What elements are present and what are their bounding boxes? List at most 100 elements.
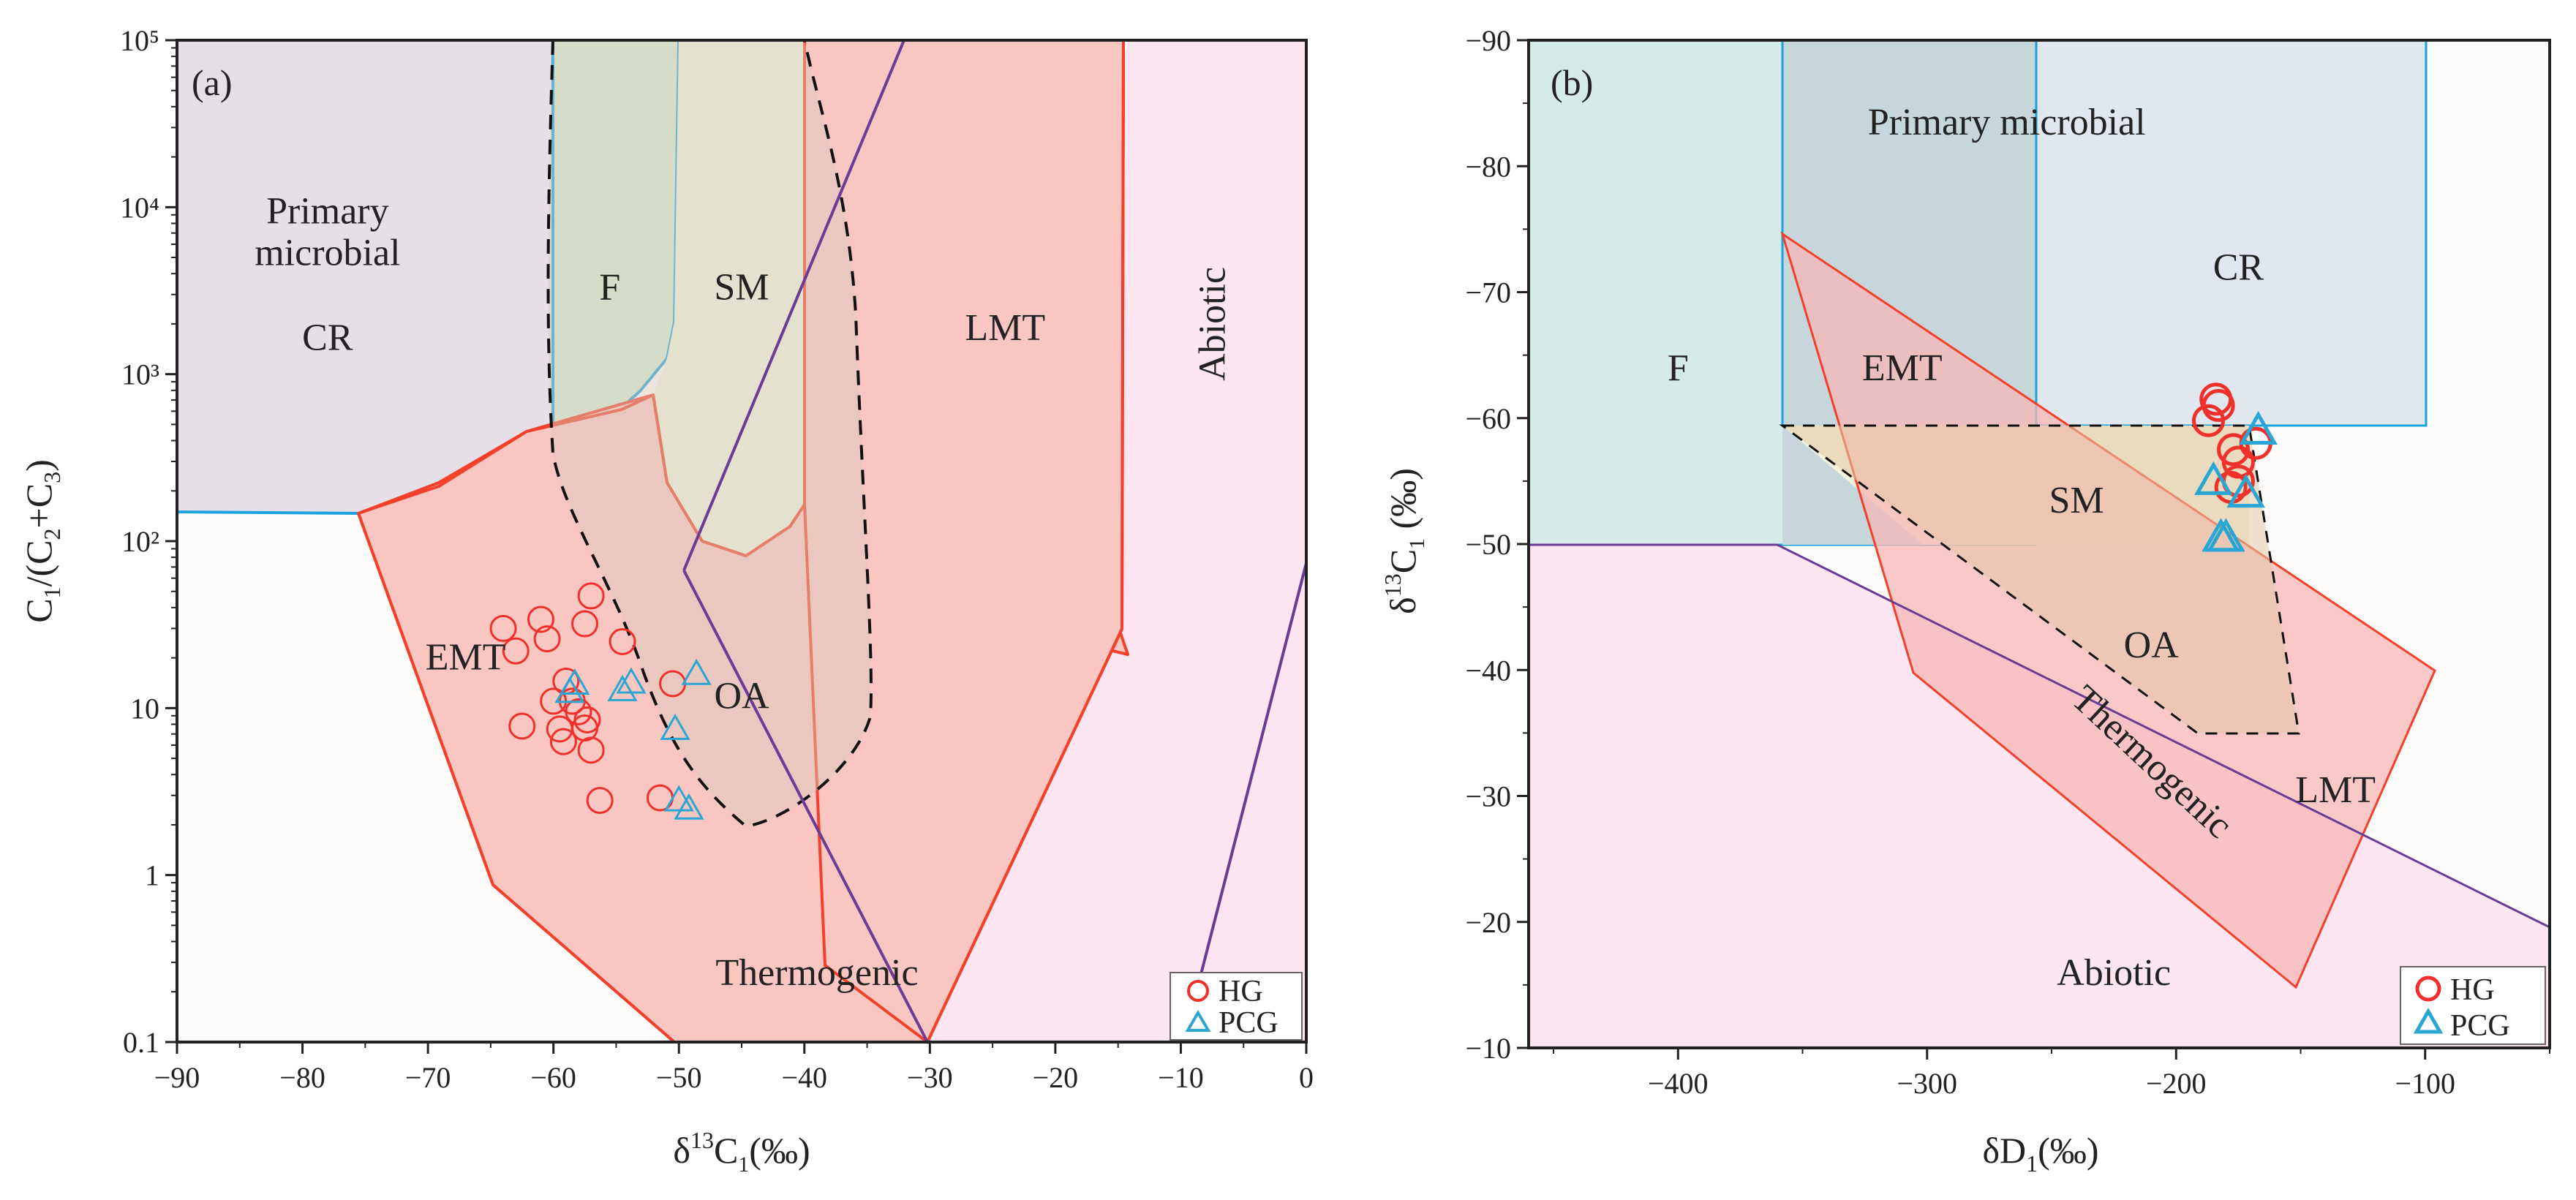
legend-hg-marker-b <box>2415 976 2441 1002</box>
region-label: Primary <box>266 190 389 232</box>
y-tick-label: −20 <box>1465 906 1511 939</box>
x-tick-label: −300 <box>1897 1067 1957 1100</box>
data-point-hg <box>609 627 636 655</box>
region-label: EMT <box>426 637 506 679</box>
region-label: OA <box>2124 624 2180 666</box>
legend-b: HG PCG <box>2400 966 2546 1045</box>
region-label: OA <box>714 675 769 717</box>
data-point-hg <box>577 736 605 764</box>
region-oa-b <box>1779 424 2300 735</box>
x-tick-label: −90 <box>154 1061 200 1094</box>
y-tick-label: −70 <box>1465 276 1511 309</box>
y-tick-label: 10² <box>121 525 159 558</box>
data-point-pcg <box>674 793 704 820</box>
x-axis-label-a: δ13C1(‰) <box>673 1127 810 1177</box>
y-axis-label-b: δ13C1 (‰) <box>1379 468 1429 614</box>
data-point-pcg <box>663 785 694 812</box>
data-point-pcg <box>616 667 647 694</box>
x-axis-label-b: δD1(‰) <box>1983 1130 2099 1177</box>
data-point-hg <box>586 787 614 815</box>
data-point-hg <box>546 715 573 743</box>
data-point-hg <box>502 637 530 665</box>
region-label: EMT <box>1862 347 1943 389</box>
ticks-b: −400 −300 −200 −100 −90 −80 −70 −60 −50 −40 −30 −20… <box>1465 24 2550 1100</box>
region-label: F <box>1668 347 1689 389</box>
region-label: Primary microbial <box>1868 102 2146 143</box>
y-tick-label: −90 <box>1465 24 1511 57</box>
y-axis-label-a: C1/(C2+C3) <box>18 459 65 622</box>
legend-pcg-marker-b <box>2413 1007 2444 1034</box>
region-label: microbial <box>255 233 400 274</box>
x-tick-label: −50 <box>656 1061 702 1094</box>
data-point-hg <box>549 728 577 755</box>
region-label: LMT <box>2295 769 2376 811</box>
y-tick-label: 0.1 <box>123 1026 159 1059</box>
region-label: F <box>599 267 620 309</box>
data-point-hg <box>577 582 605 610</box>
x-tick-label: −30 <box>907 1061 953 1094</box>
data-point-pcg <box>660 713 690 740</box>
x-tick-label: −200 <box>2146 1067 2207 1100</box>
legend-a: HG PCG <box>1170 972 1303 1041</box>
y-tick-label: 10⁵ <box>120 24 159 57</box>
x-tick-label: −60 <box>530 1061 576 1094</box>
points-b <box>2192 382 2278 552</box>
x-tick-label: −10 <box>1158 1061 1204 1094</box>
region-label: CR <box>2213 246 2264 288</box>
data-point-pcg <box>2194 461 2233 495</box>
legend-pcg-marker-a <box>1185 1010 1211 1032</box>
y-tick-label: 10³ <box>121 358 159 391</box>
data-point-hg <box>565 698 592 725</box>
points-a <box>489 582 712 820</box>
x-tick-label: 0 <box>1299 1061 1314 1094</box>
legend-hg-label-b: HG <box>2450 973 2495 1007</box>
region-label: Thermogenic <box>715 952 918 994</box>
panel-b: −400 −300 −200 −100 −90 −80 −70 −60 −50 −40 −30 −20… <box>1379 24 2551 1177</box>
data-point-pcg <box>2207 518 2245 552</box>
data-point-hg <box>527 605 555 633</box>
x-tick-label: −20 <box>1033 1061 1079 1094</box>
data-point-hg <box>2192 404 2226 437</box>
data-point-pcg <box>2226 474 2265 508</box>
x-tick-label: −80 <box>279 1061 325 1094</box>
y-tick-label: 1 <box>145 859 159 892</box>
data-point-pcg <box>2239 410 2278 445</box>
legend-hg-marker-a <box>1187 980 1209 1002</box>
y-tick-label: −10 <box>1465 1032 1511 1065</box>
data-point-pcg <box>554 676 585 703</box>
data-point-hg <box>533 625 561 653</box>
data-point-pcg <box>607 674 638 701</box>
legend-hg-label-a: HG <box>1219 975 1263 1008</box>
region-sm-a <box>653 40 805 556</box>
ticks-a: −90 −80 −70 −60 −50 −40 −30 −20 −10 0 0.1 1 10 10² 10³… <box>120 24 1314 1094</box>
y-tick-label: −50 <box>1465 528 1511 561</box>
panel-label-b: (b) <box>1551 62 1593 103</box>
y-tick-label: 10 <box>130 692 159 725</box>
region-label: SM <box>714 267 769 309</box>
data-point-hg <box>571 610 599 638</box>
panel-label-a: (a) <box>192 62 233 103</box>
y-tick-label: −40 <box>1465 654 1511 687</box>
region-primary-microbial-a <box>176 39 554 516</box>
y-tick-label: 10⁴ <box>120 191 159 224</box>
legend-pcg-label-b: PCG <box>2450 1009 2510 1043</box>
x-tick-label: −40 <box>781 1061 827 1094</box>
data-point-hg <box>508 712 536 740</box>
y-tick-label: −80 <box>1465 150 1511 183</box>
region-label: SM <box>2049 480 2104 521</box>
y-tick-label: −30 <box>1465 780 1511 813</box>
data-point-hg <box>489 614 517 642</box>
legend-pcg-label-a: PCG <box>1219 1006 1278 1040</box>
region-label: LMT <box>965 307 1045 349</box>
panel-a: −90 −80 −70 −60 −50 −40 −30 −20 −10 0 0.1 1 10 10² 10³… <box>18 24 1314 1177</box>
x-tick-label: −100 <box>2395 1067 2455 1100</box>
y-tick-label: −60 <box>1465 402 1511 435</box>
x-tick-label: −400 <box>1648 1067 1709 1100</box>
region-label: Abiotic <box>2057 952 2171 994</box>
region-label: Abiotic <box>1191 267 1233 381</box>
x-tick-label: −70 <box>405 1061 451 1094</box>
data-point-pcg <box>681 658 712 685</box>
region-label: CR <box>302 317 353 358</box>
